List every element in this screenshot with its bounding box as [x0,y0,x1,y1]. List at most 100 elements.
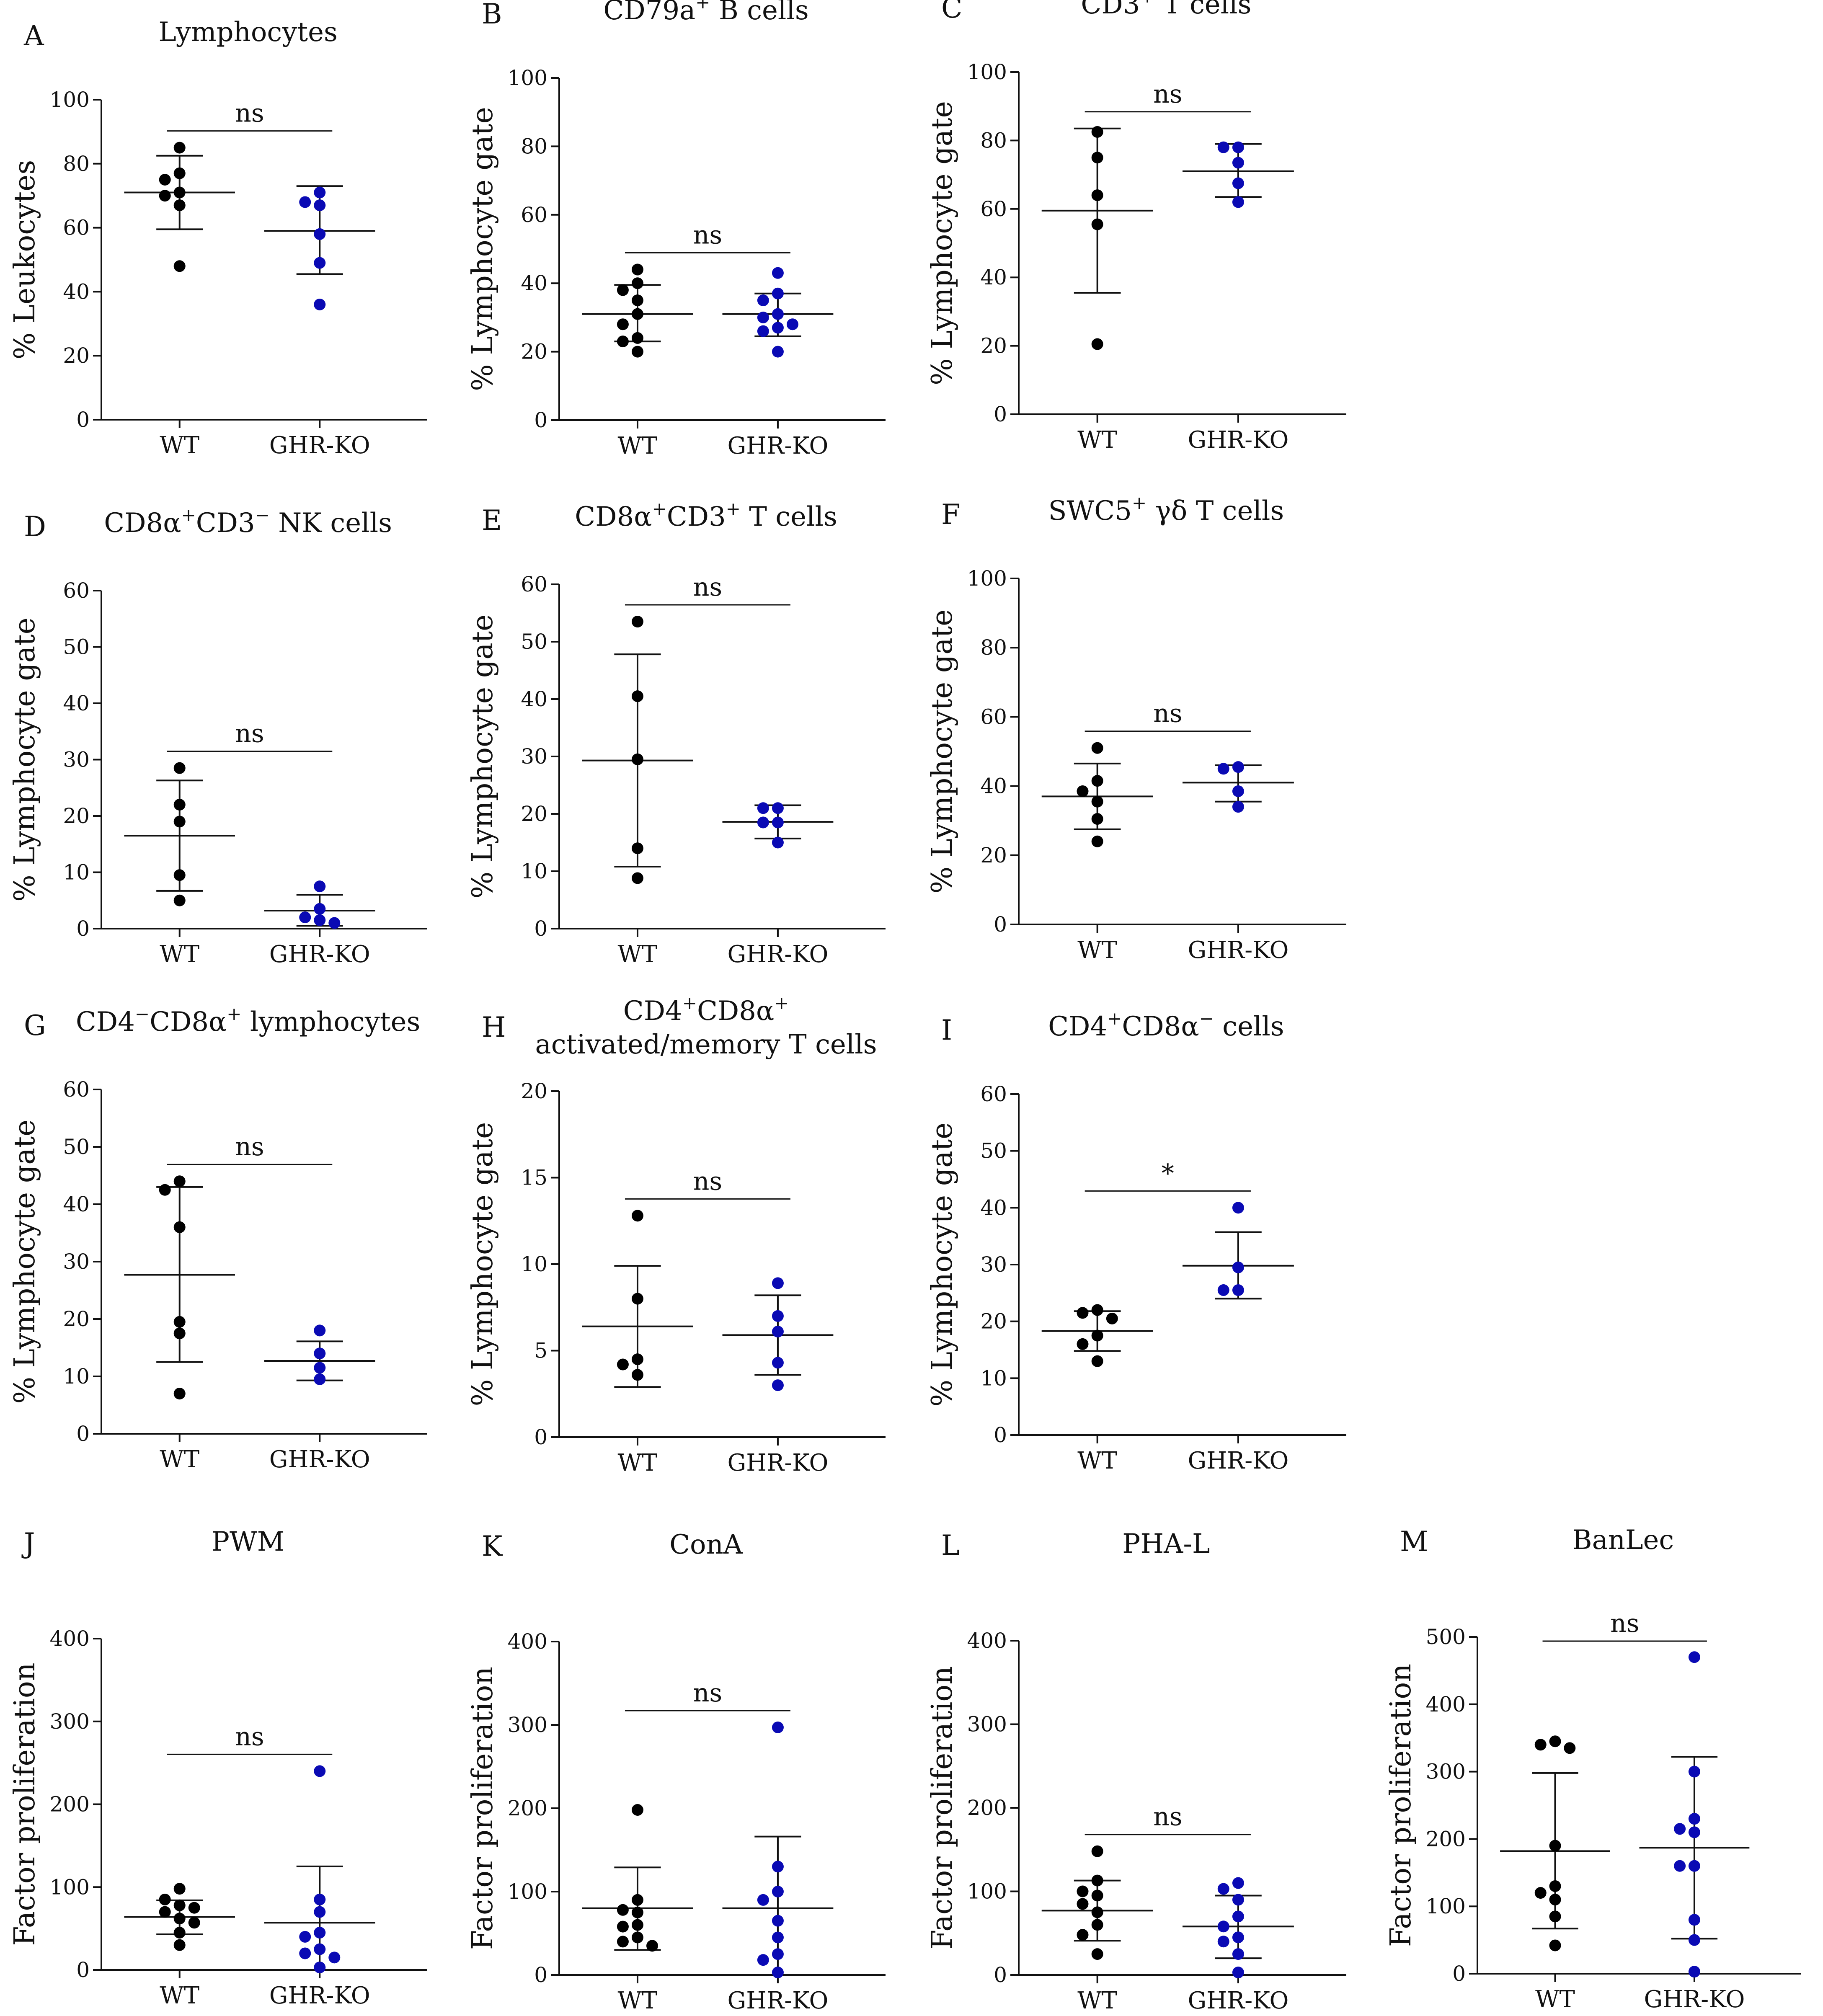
y-tick-label: 30 [980,1252,1007,1277]
y-tick-label: 80 [63,152,90,176]
data-point [631,842,643,854]
panel-e: E CD8α+CD3+ T cells % Lymphocyte gate 0 10 20… [466,498,886,968]
data-point [646,1940,658,1952]
x-tick-label: GHR-KO [727,941,828,968]
y-axis-label: % Lymphocyte gate [466,107,499,391]
significance-label: ns [1153,699,1182,728]
significance-label: ns [1153,80,1182,109]
data-point [299,1931,311,1943]
y-tick-label: 5 [534,1339,547,1363]
panel-letter: E [482,504,502,537]
series-ghr-ko [722,1277,834,1391]
y-tick-label: 0 [994,402,1007,426]
data-point [314,228,326,240]
y-tick-label: 60 [521,572,547,596]
panel-h: H CD4+CD8α+activated/memory T cells % Lymp… [466,993,886,1477]
y-tick-label: 30 [63,748,90,772]
data-point [772,287,784,299]
data-point [772,346,784,358]
data-point [1232,1910,1244,1923]
data-point [631,1353,643,1366]
series-ghr-ko [264,1765,375,1974]
data-point [173,894,186,906]
y-tick-label: 100 [967,566,1007,591]
data-point [772,1948,784,1960]
chart-title: PHA-L [1122,1528,1210,1559]
data-point [631,1894,643,1906]
series-wt [1041,1304,1153,1367]
y-tick-label: 500 [1426,1625,1466,1649]
x-tick-label: WT [160,1446,199,1473]
significance-label: ns [235,99,264,128]
y-tick-label: 400 [967,1629,1007,1653]
series-ghr-ko [1183,1877,1294,1979]
data-point [314,914,326,926]
y-tick-label: 20 [980,334,1007,358]
data-point [314,199,326,212]
data-point [159,174,171,186]
panel-m: M BanLec Factor proliferation 0 100 200 300 400… [1384,1525,1801,2013]
y-tick-label: 40 [521,271,547,295]
y-tick-label: 30 [521,744,547,769]
data-point [173,869,186,881]
y-tick-label: 20 [63,804,90,828]
chart-title: ConA [669,1529,743,1560]
data-point [1077,785,1089,797]
y-tick-label: 0 [76,916,90,941]
data-point [1106,1312,1118,1324]
panel-letter: D [24,511,46,543]
y-tick-label: 0 [76,408,90,432]
y-tick-label: 60 [63,1077,90,1102]
x-tick-label: GHR-KO [727,1449,828,1477]
y-tick-label: 10 [63,1364,90,1389]
y-tick-label: 20 [521,340,547,364]
series-ghr-ko [722,802,834,849]
series-wt [1041,126,1153,350]
data-point [1674,1823,1686,1835]
data-point [173,167,186,179]
data-point [173,1939,186,1951]
data-point [1091,1874,1103,1887]
data-point [757,1894,769,1906]
series-ghr-ko [722,1721,834,1979]
data-point [1549,1840,1561,1852]
x-tick-label: WT [1077,426,1117,454]
data-point [1232,177,1244,189]
data-point [314,1927,326,1939]
data-point [1091,126,1103,138]
panel-letter: H [482,1011,506,1043]
data-point [1688,1966,1700,1978]
data-point [1217,1920,1229,1933]
x-tick-label: GHR-KO [269,1446,370,1473]
series-ghr-ko [264,1324,375,1385]
data-point [1091,1890,1103,1902]
y-tick-label: 100 [508,66,547,90]
data-point [1091,1845,1103,1857]
data-point [772,322,784,334]
data-point [173,186,186,199]
significance-label: ns [693,573,722,602]
data-point [631,872,643,884]
panel-i: I CD4+CD8α− cells % Lymphocyte gate 0 10 20 30… [926,1008,1346,1474]
chart-title-line2: activated/memory T cells [535,1029,877,1060]
data-point [159,1184,171,1196]
data-point [631,1804,643,1816]
data-point [1217,1883,1229,1895]
series-wt [124,1883,235,1951]
data-point [188,1917,200,1929]
data-point [1549,1735,1561,1748]
data-point [1232,1284,1244,1296]
chart-title: CD3+ T cells [1081,0,1251,20]
data-point [1217,1284,1229,1296]
series-ghr-ko [1639,1651,1750,1978]
y-axis-label: % Lymphocyte gate [466,614,499,899]
data-point [772,1886,784,1897]
x-tick-label: GHR-KO [1644,1986,1745,2013]
data-point [757,802,769,814]
data-point [1232,196,1244,208]
x-tick-label: GHR-KO [1188,426,1288,454]
significance-label: ns [1153,1802,1182,1832]
data-point [1688,1826,1700,1838]
data-point [786,318,798,330]
data-point [159,1893,171,1905]
